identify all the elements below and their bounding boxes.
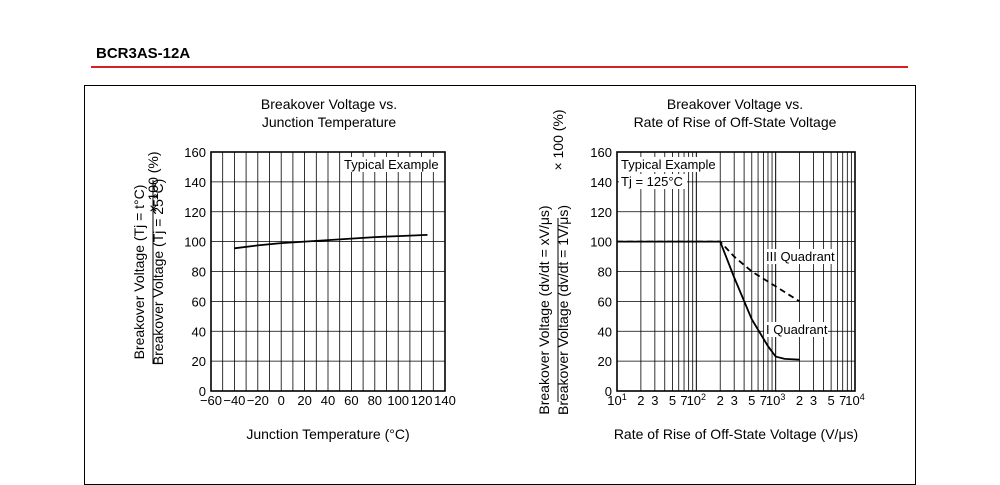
x-tick-label-minor: 3 — [810, 393, 817, 408]
x-tick-label: 140 — [434, 393, 456, 408]
annotation-text: Typical Example — [621, 157, 716, 172]
chart-title-line: Junction Temperature — [262, 114, 397, 130]
x-tick-label-minor: 5 — [669, 393, 676, 408]
annotation-text: Typical Example — [344, 157, 439, 172]
x-axis-label: Junction Temperature (°C) — [246, 426, 409, 442]
annotation-text: Tj = 125°C — [621, 174, 683, 189]
x-tick-label: 60 — [344, 393, 358, 408]
y-tick-label: 160 — [590, 145, 612, 160]
x-tick-label-major: 102 — [687, 392, 706, 408]
x-tick-label: 120 — [411, 393, 433, 408]
y-tick-label: 20 — [192, 354, 206, 369]
x-tick-label: 20 — [297, 393, 311, 408]
y-axis-label-suffix: × 100 (%) — [550, 109, 566, 170]
y-tick-label: 120 — [590, 205, 612, 220]
x-tick-label-minor: 7 — [839, 393, 846, 408]
y-tick-label: 140 — [590, 175, 612, 190]
x-tick-label-minor: 7 — [680, 393, 687, 408]
y-tick-label: 100 — [184, 235, 206, 250]
y-axis-label-denominator: Breakover Voltage (Tj = 25°C) — [150, 179, 166, 366]
x-tick-label: 0 — [278, 393, 285, 408]
y-axis-label-suffix: × 100 (%) — [145, 151, 161, 212]
x-tick-label: −60 — [200, 393, 222, 408]
y-axis-label-denominator: Breakover Voltage (dv/dt = 1V/μs) — [555, 205, 571, 415]
x-tick-label-minor: 2 — [637, 393, 644, 408]
x-tick-label-major: 101 — [607, 392, 626, 408]
y-tick-label: 100 — [590, 235, 612, 250]
x-tick-label-minor: 3 — [651, 393, 658, 408]
y-tick-label: 120 — [184, 205, 206, 220]
x-tick-label: 100 — [387, 393, 409, 408]
series-line-i-quadrant — [617, 240, 800, 361]
y-tick-label: 60 — [192, 294, 206, 309]
x-axis-label: Rate of Rise of Off-State Voltage (V/μs) — [614, 426, 858, 442]
chart-title-line: Rate of Rise of Off-State Voltage — [634, 114, 837, 130]
y-tick-label: 80 — [598, 265, 612, 280]
x-tick-label: 80 — [368, 393, 382, 408]
y-tick-label: 40 — [598, 324, 612, 339]
chart-breakover-vs-dvdt: Breakover Voltage vs. Rate of Rise of Off… — [536, 96, 865, 442]
plot-frame — [210, 151, 446, 392]
annotation-background — [342, 157, 442, 172]
x-tick-label-minor: 7 — [760, 393, 767, 408]
y-tick-label: 160 — [184, 145, 206, 160]
x-tick-label-minor: 5 — [828, 393, 835, 408]
x-tick-label-minor: 2 — [796, 393, 803, 408]
chart-title-line: Breakover Voltage vs. — [261, 96, 397, 112]
y-axis-label-numerator: Breakover Voltage (Tj = t°C) — [131, 185, 147, 360]
annotation-background — [619, 174, 687, 189]
plot-frame — [616, 151, 856, 392]
y-axis-label-numerator: Breakover Voltage (dv/dt = xV/μs) — [536, 205, 552, 414]
series-line — [234, 234, 428, 250]
x-tick-label-minor: 3 — [731, 393, 738, 408]
x-tick-label: −20 — [247, 393, 269, 408]
header-rule — [91, 66, 908, 68]
y-tick-label: 0 — [199, 384, 206, 399]
x-tick-label: −40 — [223, 393, 245, 408]
y-tick-label: 40 — [192, 324, 206, 339]
chart-breakover-vs-temperature: Breakover Voltage vs. Junction Temperatur… — [131, 96, 456, 442]
series-label-background — [764, 249, 836, 264]
part-number-title: BCR3AS-12A — [96, 45, 191, 62]
chart-title-line: Breakover Voltage vs. — [667, 96, 803, 112]
x-tick-label-major: 104 — [845, 392, 864, 408]
x-tick-label: 40 — [321, 393, 335, 408]
y-tick-label: 20 — [598, 354, 612, 369]
series-label: I Quadrant — [766, 322, 828, 337]
y-tick-label: 80 — [192, 265, 206, 280]
y-tick-label: 140 — [184, 175, 206, 190]
x-tick-label-minor: 2 — [717, 393, 724, 408]
series-label: III Quadrant — [766, 249, 835, 264]
series-label-background — [764, 322, 828, 337]
x-tick-label-minor: 5 — [748, 393, 755, 408]
annotation-background — [619, 157, 717, 172]
y-tick-label: 0 — [605, 384, 612, 399]
y-tick-label: 60 — [598, 294, 612, 309]
x-tick-label-major: 103 — [766, 392, 785, 408]
